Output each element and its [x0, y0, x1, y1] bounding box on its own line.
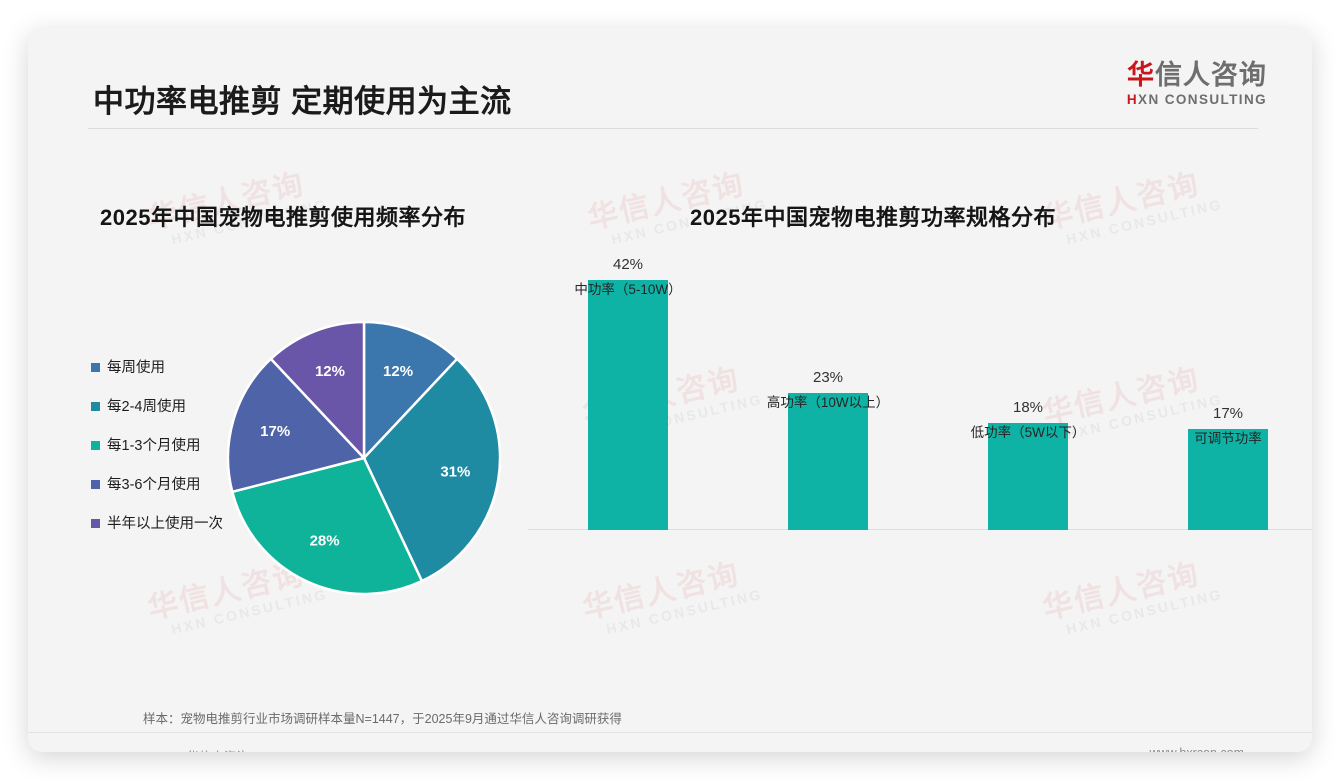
bar-column[interactable]: 42% 中功率（5-10W） [548, 256, 708, 530]
legend-item-label: 每2-4周使用 [107, 399, 186, 416]
legend-color-swatch [91, 363, 100, 372]
slide-header: 中功率电推剪 定期使用为主流 华信人咨询 HXN CONSULTING [28, 28, 1312, 129]
pie-chart-svg: 12% 31% 28% 17% 12% [226, 320, 502, 596]
pie-slice[interactable] [269, 320, 366, 462]
legend-item-label: 每周使用 [107, 360, 165, 376]
bar-axis-baseline [528, 529, 1312, 530]
bar-value-label: 23% [812, 369, 844, 386]
pie-slice-value: 17% [260, 423, 290, 440]
bar-column[interactable]: 17% 可调节功率 [1148, 405, 1308, 530]
copyright-text: ©2025.11 HXR华信人咨询 [103, 746, 249, 752]
bar-column[interactable]: 23% 高功率（10W以上） [748, 369, 908, 530]
logo-cn-red: 华 [1126, 60, 1155, 90]
bar-rect[interactable] [588, 280, 668, 530]
watermark: 华信人咨询 HXN CONSULTING [1040, 164, 1224, 252]
pie-slice[interactable] [230, 456, 424, 596]
pie-slice[interactable] [226, 357, 367, 494]
bar-category-label: 可调节功率 [1194, 431, 1262, 446]
legend-item-label: 每3-6个月使用 [107, 477, 201, 494]
pie-legend: 每周使用每2-4周使用 每1-3个月使用 每3-6个月使用半年以上使用一次 [91, 358, 231, 553]
pie-slice-value: 31% [440, 463, 470, 480]
bar-category-label: 高功率（10W以上） [766, 395, 890, 410]
legend-item[interactable]: 每周使用 [91, 358, 231, 379]
slide-canvas: 华信人咨询 HXN CONSULTING 华信人咨询 HXN CONSULTIN… [28, 28, 1312, 752]
logo-en-red: H [1126, 92, 1139, 108]
pie-slice[interactable] [362, 357, 502, 583]
header-divider [88, 128, 1258, 129]
watermark-en: HXN CONSULTING [1064, 585, 1225, 637]
sample-note: 样本：宠物电推剪行业市场调研样本量N=1447，于2025年9月通过华信人咨询调… [143, 712, 622, 726]
website-text: www.hxrcon.com [1150, 746, 1244, 752]
logo-chinese: 华信人咨询 [1127, 60, 1267, 90]
pie-slice[interactable] [362, 320, 459, 462]
legend-item[interactable]: 每1-3个月使用 [91, 436, 231, 457]
legend-item[interactable]: 每2-4周使用 [91, 397, 231, 418]
legend-item-label: 半年以上使用一次 [107, 516, 223, 533]
footer-divider [28, 732, 1312, 733]
page-title: 中功率电推剪 定期使用为主流 [93, 84, 512, 119]
bar-rect[interactable] [1188, 429, 1268, 530]
legend-color-swatch [91, 519, 100, 529]
legend-item[interactable]: 每3-6个月使用 [91, 475, 231, 496]
pie-chart-title: 2025年中国宠物电推剪使用频率分布 [100, 205, 466, 230]
bar-chart: 42% 中功率（5-10W） 23% 高功率（10W以上） 18% 低功率（5W以下） 17… [528, 256, 1312, 594]
bar-chart-title: 2025年中国宠物电推剪功率规格分布 [690, 205, 1056, 230]
bar-value-label: 18% [1012, 399, 1044, 416]
bar-value-label: 42% [612, 256, 644, 273]
logo-cn-gray: 信人咨询 [1154, 60, 1267, 90]
brand-logo: 华信人咨询 HXN CONSULTING [1127, 60, 1267, 107]
bar-rect[interactable] [988, 423, 1068, 530]
watermark-en: HXN CONSULTING [1064, 195, 1225, 247]
bar-category-label: 低功率（5W以下） [970, 425, 1086, 440]
bar-rect[interactable] [788, 393, 868, 530]
legend-color-swatch [91, 402, 100, 412]
pie-chart: 12% 31% 28% 17% 12% [226, 320, 502, 596]
logo-english: HXN CONSULTING [1127, 92, 1267, 107]
watermark-cn: 华信人咨询 [1039, 167, 1204, 236]
watermark-en: HXN CONSULTING [604, 585, 765, 637]
bar-column[interactable]: 18% 低功率（5W以下） [948, 399, 1108, 530]
legend-color-swatch [91, 480, 100, 490]
pie-slice-value: 28% [310, 533, 340, 550]
bar-value-label: 17% [1212, 405, 1244, 422]
pie-slice-value: 12% [383, 363, 413, 380]
logo-en-gray: XN CONSULTING [1138, 92, 1267, 108]
legend-item[interactable]: 半年以上使用一次 [91, 514, 231, 535]
bar-category-label: 中功率（5-10W） [574, 282, 682, 297]
legend-item-label: 每1-3个月使用 [107, 438, 201, 455]
legend-color-swatch [91, 441, 100, 451]
pie-slice-value: 12% [315, 363, 345, 380]
